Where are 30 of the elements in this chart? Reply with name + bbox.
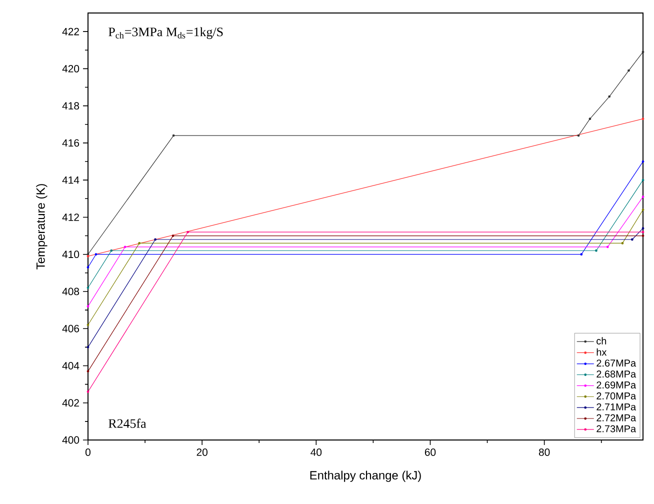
x-tick-label: 20 bbox=[196, 448, 208, 456]
y-tick-label: 402 bbox=[62, 399, 79, 407]
y-tick-label: 422 bbox=[62, 28, 79, 36]
legend-label: 2.68MPa bbox=[596, 370, 636, 378]
y-tick-label: 420 bbox=[62, 64, 80, 72]
legend-label: 2.71MPa bbox=[596, 403, 636, 410]
annotation: P$_{ch}$=3MPa M$_{ds}$=1kg/S bbox=[108, 27, 223, 39]
legend-label: 2.67MPa bbox=[596, 360, 636, 367]
legend-label: ch bbox=[596, 337, 606, 344]
y-tick-label: 416 bbox=[62, 139, 80, 147]
y-tick-label: 410 bbox=[62, 250, 80, 258]
y-tick-label: 404 bbox=[62, 362, 80, 370]
x-axis-title: Enthalpy change (kJ) bbox=[310, 470, 421, 482]
annotation: R245fa bbox=[108, 418, 146, 428]
y-tick-label: 414 bbox=[62, 176, 80, 184]
y-tick-label: 418 bbox=[62, 102, 80, 110]
y-tick-label: 408 bbox=[62, 288, 80, 296]
x-tick-label: 80 bbox=[538, 448, 550, 456]
legend-label: 2.72MPa bbox=[596, 414, 636, 422]
legend-label: 2.70MPa bbox=[596, 392, 636, 400]
x-tick-label: 40 bbox=[310, 448, 322, 456]
legend-label: 2.69MPa bbox=[596, 381, 636, 389]
x-tick-label: 60 bbox=[424, 448, 436, 456]
x-tick-label: 0 bbox=[85, 448, 90, 456]
y-tick-label: 400 bbox=[62, 436, 80, 444]
legend-label: 2.73MPa bbox=[596, 425, 636, 432]
y-tick-label: 412 bbox=[62, 214, 79, 221]
legend-label: hx bbox=[596, 348, 607, 356]
y-axis-title: Temperature (K) bbox=[36, 184, 48, 270]
y-tick-label: 406 bbox=[62, 324, 80, 332]
